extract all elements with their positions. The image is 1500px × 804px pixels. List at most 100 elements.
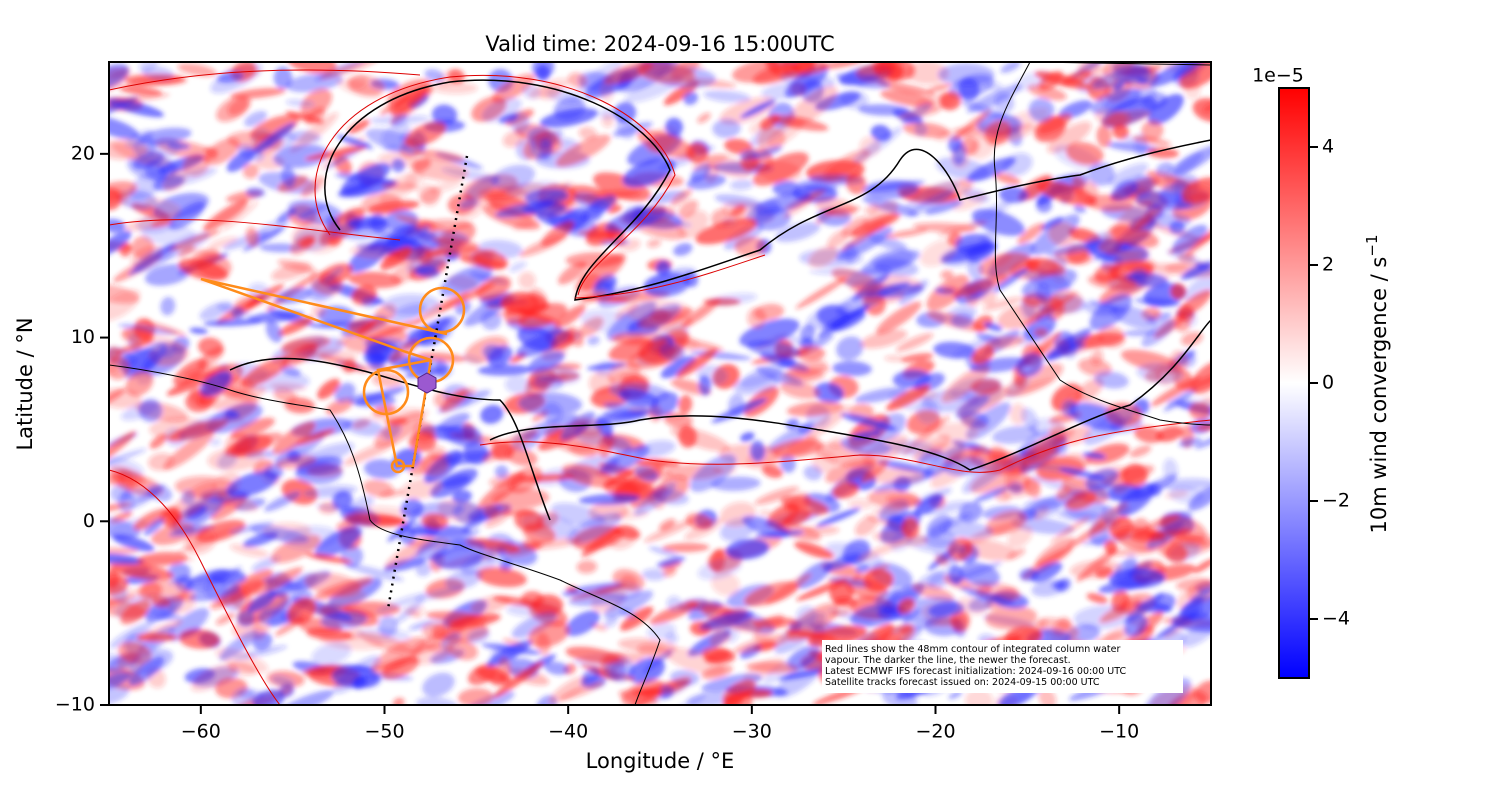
field-texture [1034, 71, 1090, 90]
field-texture [979, 289, 997, 306]
field-texture [109, 671, 132, 691]
field-texture [492, 661, 544, 698]
field-texture [1122, 329, 1157, 337]
field-texture [649, 601, 698, 625]
field-texture [1112, 200, 1155, 238]
colorbar-tick-label: 4 [1322, 136, 1334, 158]
field-texture [391, 263, 417, 284]
field-texture [876, 301, 922, 335]
field-texture [1099, 599, 1142, 623]
field-texture [985, 81, 1003, 91]
field-texture [1190, 588, 1211, 602]
field-texture [835, 72, 890, 89]
field-texture [652, 489, 689, 505]
field-texture [265, 320, 283, 343]
x-tick-label: −60 [181, 721, 221, 743]
field-texture [344, 512, 407, 528]
field-texture [1085, 443, 1130, 465]
field-texture [422, 672, 455, 697]
field-texture [1155, 162, 1174, 176]
field-texture [582, 667, 601, 685]
field-texture [304, 572, 362, 597]
field-texture [732, 62, 795, 83]
field-texture [665, 117, 684, 137]
field-texture [577, 62, 623, 95]
annotation-box [822, 640, 1183, 693]
field-texture [924, 500, 970, 516]
field-texture [848, 498, 874, 510]
moisture-contour [109, 469, 281, 705]
field-texture [431, 104, 458, 126]
field-texture [1031, 579, 1067, 597]
field-texture [1171, 613, 1211, 633]
field-texture [419, 453, 449, 477]
field-texture [535, 65, 550, 81]
field-texture [884, 355, 906, 362]
field-texture [178, 412, 234, 441]
field-texture [794, 541, 834, 559]
field-texture [843, 242, 858, 264]
field-texture [452, 490, 472, 504]
field-texture [753, 207, 791, 231]
field-texture [797, 423, 812, 434]
field-texture [512, 220, 534, 231]
field-texture [697, 112, 711, 124]
field-texture [971, 208, 1025, 236]
field-texture [347, 119, 370, 134]
field-texture [1057, 616, 1071, 630]
field-texture [928, 601, 965, 618]
field-texture [505, 180, 561, 197]
field-texture [1089, 293, 1132, 331]
field-texture [109, 284, 139, 304]
field-texture [691, 154, 729, 171]
field-texture [311, 348, 358, 363]
colorbar-label-exponent: −1 [1363, 234, 1381, 256]
field-texture [637, 62, 696, 84]
field-texture [453, 425, 483, 450]
field-texture [168, 607, 209, 642]
field-texture [350, 245, 401, 260]
field-texture [643, 518, 696, 543]
field-texture [786, 401, 843, 417]
field-texture [754, 530, 804, 539]
field-texture [1178, 437, 1202, 448]
moisture-contour [314, 74, 766, 299]
field-texture [648, 546, 679, 557]
field-texture [641, 568, 667, 581]
field-texture [782, 511, 811, 526]
field-texture [109, 547, 139, 556]
field-texture [109, 230, 132, 257]
field-texture [754, 486, 799, 505]
field-texture [120, 599, 151, 625]
field-texture [137, 551, 189, 567]
field-texture [109, 457, 144, 477]
field-texture [697, 558, 742, 580]
field-texture [421, 513, 449, 530]
field-texture [250, 525, 309, 544]
field-texture [499, 113, 519, 124]
field-texture [1185, 215, 1211, 257]
field-texture [660, 356, 697, 379]
field-texture [956, 597, 987, 615]
field-texture [1188, 485, 1211, 511]
field-texture [607, 360, 641, 386]
field-texture [620, 606, 654, 631]
field-texture [541, 220, 575, 247]
colorbar-tick-label: −2 [1322, 490, 1350, 512]
field-texture [551, 329, 576, 351]
field-texture [1130, 529, 1166, 543]
field-texture [878, 284, 924, 298]
field-texture [245, 227, 259, 247]
field-texture [1109, 516, 1133, 539]
field-texture [281, 165, 296, 188]
field-texture [151, 218, 173, 228]
field-texture [1178, 304, 1194, 323]
field-texture [499, 509, 536, 516]
field-texture [1094, 371, 1129, 389]
field-texture [575, 423, 613, 446]
field-texture [740, 432, 755, 442]
field-texture [252, 122, 295, 155]
field-texture [110, 562, 174, 581]
field-texture [916, 400, 941, 424]
field-texture [907, 189, 955, 217]
